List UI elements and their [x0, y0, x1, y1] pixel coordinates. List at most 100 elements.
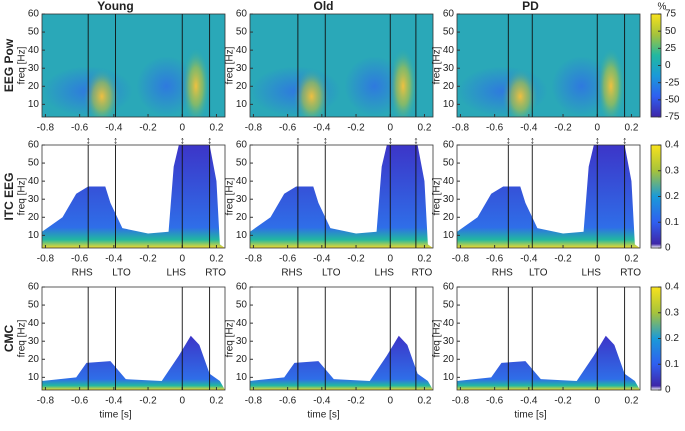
x-tick-label: -0.6: [71, 254, 89, 265]
heatmap: [250, 14, 433, 117]
transition-symbol: ↕: [413, 136, 418, 147]
y-tick-label: 50: [236, 27, 248, 38]
axes-frame: [249, 144, 434, 249]
colorbar-tick-label: 0.4: [665, 282, 679, 293]
x-axis-label: time [s]: [514, 410, 546, 421]
colorbar-tick-label: -50: [665, 94, 680, 105]
x-tick-label: -0.8: [37, 123, 55, 134]
y-tick-label: 10: [236, 99, 248, 110]
transition-symbol: ↕: [180, 136, 185, 147]
y-tick-label: 10: [28, 372, 40, 383]
colorbar-tick-label: 0.1: [665, 217, 679, 228]
column-title: Old: [314, 0, 334, 13]
y-tick-label: 50: [28, 27, 40, 38]
y-tick-label: 20: [28, 81, 40, 92]
x-tick-label: -0.2: [139, 396, 157, 407]
x-tick-label: 0.2: [624, 254, 638, 265]
x-tick-label: -0.8: [452, 123, 470, 134]
x-tick-label: -0.8: [452, 254, 470, 265]
y-tick-label: 20: [443, 212, 455, 223]
colorbar-tick-label: 0.2: [665, 191, 679, 202]
colorbar-tick-label: 75: [665, 9, 677, 20]
y-tick-label: 60: [28, 140, 40, 151]
heatmap-region: [250, 145, 433, 248]
heatmap-hot: [389, 48, 418, 117]
event-label: LTO: [112, 268, 131, 279]
heatmap: [250, 145, 433, 248]
transition-symbol: ↕: [323, 136, 328, 147]
x-tick-label: -0.8: [245, 254, 263, 265]
x-tick-label: -0.4: [520, 123, 538, 134]
transition-symbol: ↕: [207, 136, 212, 147]
x-tick-label: -0.6: [486, 123, 504, 134]
y-tick-label: 40: [28, 176, 40, 187]
y-tick-label: 20: [236, 354, 248, 365]
x-tick-label: 0: [387, 123, 393, 134]
axes-frame: [41, 13, 226, 118]
heatmap-region: [250, 335, 433, 390]
y-tick-label: 50: [236, 300, 248, 311]
x-tick-label: -0.6: [279, 396, 297, 407]
y-tick-label: 40: [236, 318, 248, 329]
transition-symbol: ↕: [295, 136, 300, 147]
heatmap-region: [457, 335, 640, 390]
x-tick-label: -0.4: [520, 254, 538, 265]
heatmap-hot: [83, 68, 120, 117]
y-axis-label: freq [Hz]: [17, 177, 28, 215]
x-tick-label: -0.6: [279, 254, 297, 265]
event-label: LHS: [375, 268, 395, 279]
heatmap-cold: [551, 56, 612, 117]
transition-symbol: ↕: [595, 136, 600, 147]
x-tick-label: 0: [387, 254, 393, 265]
x-tick-label: -0.8: [245, 123, 263, 134]
heatmap: [457, 145, 640, 248]
heatmap: [42, 145, 225, 248]
x-tick-label: -0.4: [313, 254, 331, 265]
y-axis-label: freq [Hz]: [225, 319, 236, 357]
x-tick-label: 0.2: [209, 123, 223, 134]
colorbar-tick-label: 25: [665, 43, 677, 54]
colorbar-tick-label: -25: [665, 77, 680, 88]
colorbar-tick-label: 50: [665, 26, 677, 37]
y-tick-label: 10: [443, 230, 455, 241]
x-tick-label: 0.2: [209, 254, 223, 265]
x-tick-label: -0.8: [37, 396, 55, 407]
x-tick-label: -0.2: [347, 254, 365, 265]
axes-frame: [456, 13, 641, 118]
y-tick-label: 60: [236, 140, 248, 151]
x-axis-label: time [s]: [99, 410, 131, 421]
x-tick-label: 0.2: [209, 396, 223, 407]
y-tick-label: 30: [28, 63, 40, 74]
x-tick-label: -0.2: [347, 396, 365, 407]
y-tick-label: 60: [28, 282, 40, 293]
event-label: LTO: [529, 268, 548, 279]
y-tick-label: 60: [28, 9, 40, 20]
x-tick-label: -0.2: [554, 123, 572, 134]
x-tick-label: -0.6: [486, 254, 504, 265]
x-tick-label: 0: [594, 123, 600, 134]
x-tick-label: -0.2: [554, 396, 572, 407]
y-tick-label: 10: [236, 372, 248, 383]
transition-symbol: ↕: [388, 136, 393, 147]
colorbar-tick-label: 0.4: [665, 140, 679, 151]
colorbar-tick-label: -75: [665, 112, 680, 123]
x-tick-label: -0.2: [554, 254, 572, 265]
transition-symbol: ↕: [86, 136, 91, 147]
event-label: RTO: [412, 268, 433, 279]
heatmap-hot: [596, 48, 625, 117]
y-tick-label: 40: [443, 45, 455, 56]
colorbar-tick-label: 0: [665, 243, 671, 254]
x-tick-label: -0.2: [347, 123, 365, 134]
y-tick-label: 40: [28, 318, 40, 329]
transition-symbol: ↕: [622, 136, 627, 147]
row-label: EEG Pow: [2, 38, 16, 92]
y-tick-label: 50: [236, 158, 248, 169]
axes-frame: [249, 286, 434, 391]
y-tick-label: 30: [28, 194, 40, 205]
y-tick-label: 20: [236, 212, 248, 223]
x-axis-label: time [s]: [307, 410, 339, 421]
heatmap: [457, 335, 640, 390]
x-tick-label: -0.4: [105, 396, 123, 407]
y-tick-label: 50: [28, 300, 40, 311]
